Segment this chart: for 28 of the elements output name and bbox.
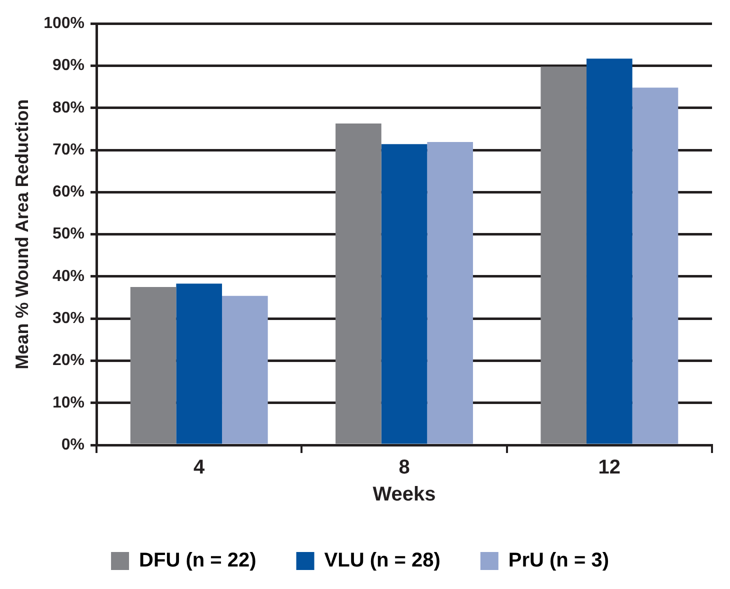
- bar: [222, 296, 268, 444]
- bar: [336, 123, 382, 444]
- y-tick-label: 70%: [52, 141, 85, 158]
- legend-label: PrU (n = 3): [508, 550, 609, 572]
- y-tick-label: 10%: [52, 394, 85, 412]
- y-axis-title: Mean % Wound Area Reduction: [12, 99, 32, 370]
- y-tick-label: 50%: [52, 226, 85, 243]
- legend-label: VLU (n = 28): [324, 550, 440, 572]
- bar: [540, 66, 587, 444]
- x-axis-title: Weeks: [372, 484, 436, 506]
- x-tick-label: 8: [398, 456, 410, 479]
- y-tick-label: 20%: [52, 352, 85, 370]
- bar: [586, 58, 632, 444]
- y-tick-label: 80%: [52, 99, 85, 116]
- y-tick-label: 40%: [52, 268, 85, 285]
- bar: [176, 284, 222, 444]
- bar: [381, 144, 428, 444]
- x-tick-label: 4: [194, 456, 206, 479]
- y-tick-label: 100%: [44, 15, 85, 32]
- x-tick-label: 12: [598, 456, 621, 479]
- y-tick-label: 0%: [61, 436, 85, 454]
- y-tick-label: 30%: [52, 310, 85, 327]
- bar: [632, 88, 678, 444]
- y-tick-label: 90%: [52, 57, 85, 74]
- y-tick-label: 60%: [52, 184, 85, 201]
- bar: [130, 286, 176, 444]
- bar: [427, 142, 473, 444]
- legend-label: DFU (n = 22): [139, 550, 256, 572]
